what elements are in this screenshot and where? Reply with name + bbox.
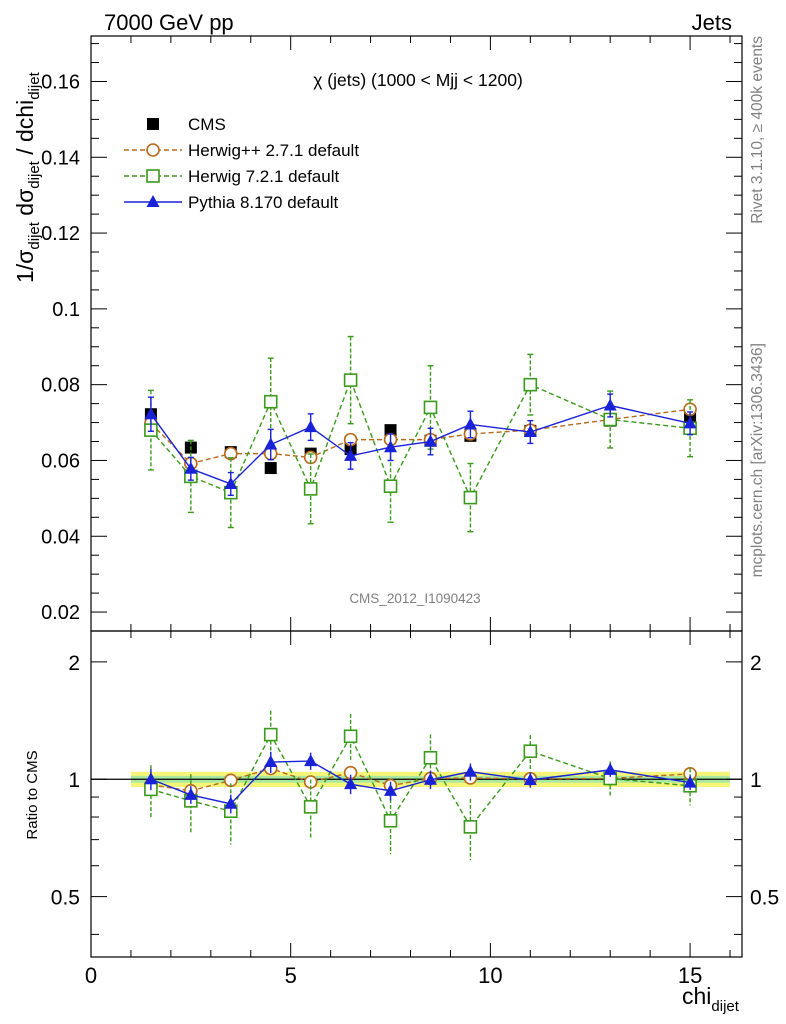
y-tick-label: 0.1 <box>52 299 80 321</box>
ratio-tick-label: 2 <box>68 652 80 675</box>
series-pythia-8-170-default-ratio-point <box>184 787 198 800</box>
series-pythia-8-170-default-point <box>384 440 398 453</box>
series-pythia-8-170-default-ratio-point <box>384 783 398 796</box>
series-pythia-8-170-default-ratio-point <box>264 755 278 768</box>
legend-pythia-8-170-default-label: Pythia 8.170 default <box>188 193 339 212</box>
watermark: CMS_2012_I1090423 <box>349 591 480 606</box>
series-pythia-8-170-default-point <box>344 448 358 461</box>
ratio-frame <box>90 630 743 958</box>
series-pythia-8-170-default-ratio-point <box>224 796 238 809</box>
y-tick-label: 0.14 <box>41 147 80 169</box>
mcplots-label: mcplots.cern.ch [arXiv:1306.3436] <box>749 343 766 577</box>
ratio-tick-label-right: 0.5 <box>750 887 779 910</box>
ratio-data-layer <box>144 710 697 861</box>
series-herwig-7-2-1-default-ratio-point <box>463 820 478 834</box>
ratio-axis-title: Ratio to CMS <box>24 750 41 839</box>
series-herwig-7-2-1-default-point <box>343 373 358 387</box>
series-pythia-8-170-default-point <box>224 476 238 489</box>
series-herwig-7-2-1-default-point <box>423 400 438 415</box>
series-pythia-8-170-default-ratio-point <box>144 772 158 785</box>
x-axis-title: chidijet <box>682 983 740 1015</box>
ratio-tick-label: 0.5 <box>51 887 80 910</box>
series-pythia-8-170-default-point <box>423 434 437 447</box>
series-herwig-7-2-1-default-ratio-point <box>523 744 538 759</box>
series-pythia-8-170-default-point <box>523 425 537 438</box>
legend-herwig-7-2-1-default-label: Herwig 7.2.1 default <box>188 167 339 186</box>
x-tick-label: 0 <box>85 963 97 988</box>
y-tick-label: 0.04 <box>41 526 80 548</box>
series-herwig-7-2-1-default-point <box>303 482 318 496</box>
series-pythia-8-170-default-point <box>264 437 278 450</box>
series-pythia-8-170-default-line <box>150 404 691 485</box>
series-cms-point <box>264 462 277 475</box>
series-herwig-7-2-1-default-ratio-point <box>303 800 318 814</box>
header-right: Jets <box>692 10 732 35</box>
legend-pythia-8-170-default-marker <box>146 195 160 207</box>
tick-layer: 0 5 10 15 0.02 0.04 0.06 0.08 0.1 0.12 0.14 0.16 0.5… <box>41 36 779 988</box>
rivet-label: Rivet 3.1.10, ≥ 400k events <box>749 36 766 224</box>
legend-herwig-2-7-1-default-marker <box>146 143 160 157</box>
series-pythia-8-170-default-ratio-point <box>423 772 437 785</box>
legend-herwig-2-7-1-default-label: Herwig++ 2.7.1 default <box>188 141 359 160</box>
series-herwig-2-7-1-default-line <box>150 408 691 465</box>
legend: CMS Herwig++ 2.7.1 default Herwig 7.2.1 de… <box>124 115 359 212</box>
x-tick-label: 5 <box>285 963 297 988</box>
series-herwig-7-2-1-default-ratio-point <box>423 751 438 765</box>
legend-cms-label: CMS <box>188 115 226 134</box>
series-pythia-8-170-default-ratio-point <box>683 775 697 788</box>
plot-title: χ (jets) (1000 < Mjj < 1200) <box>313 70 523 90</box>
series-pythia-8-170-default-ratio-point <box>523 772 537 785</box>
ratio-tick-label-right: 2 <box>750 652 762 675</box>
series-cms-point <box>384 424 397 437</box>
series-pythia-8-170-default-point <box>184 461 198 474</box>
x-tick-label: 10 <box>478 963 502 988</box>
series-pythia-8-170-default-point <box>603 398 617 411</box>
series-herwig-7-2-1-default-point <box>523 377 538 392</box>
series-pythia-8-170-default-point <box>683 416 697 429</box>
y-tick-label: 0.12 <box>41 223 80 245</box>
series-pythia-8-170-default-ratio-point <box>304 754 318 767</box>
series-herwig-7-2-1-default-ratio-point <box>383 813 398 828</box>
series-pythia-8-170-default-ratio-point <box>344 777 358 790</box>
y-tick-label: 0.02 <box>41 602 80 624</box>
header-left: 7000 GeV pp <box>104 10 234 35</box>
series-herwig-7-2-1-default-point <box>383 479 398 494</box>
legend-herwig-7-2-1-default-marker <box>146 169 160 183</box>
series-herwig-7-2-1-default-ratio-point <box>343 729 358 744</box>
y-tick-label: 0.08 <box>41 375 80 397</box>
ratio-tick-label-right: 1 <box>750 769 762 792</box>
series-pythia-8-170-default-point <box>463 417 477 430</box>
series-pythia-8-170-default-point <box>304 420 318 433</box>
y-tick-label: 0.16 <box>41 71 80 93</box>
series-pythia-8-170-default-point <box>144 407 158 420</box>
y-tick-label: 0.06 <box>41 450 80 472</box>
series-herwig-7-2-1-default-point <box>263 394 278 409</box>
main-data-layer <box>144 335 697 533</box>
series-pythia-8-170-default-ratio-point <box>463 764 477 777</box>
ratio-tick-label: 1 <box>68 769 80 792</box>
y-axis-title: 1/σdijet dσdijet / dchidijet <box>12 71 43 283</box>
series-pythia-8-170-default-ratio-line <box>150 760 691 805</box>
legend-cms-marker <box>147 118 159 130</box>
series-herwig-7-2-1-default-ratio-point <box>263 727 278 742</box>
series-pythia-8-170-default-ratio-point <box>603 762 617 775</box>
x-tick-label: 15 <box>678 963 702 988</box>
series-herwig-7-2-1-default-point <box>463 490 478 505</box>
